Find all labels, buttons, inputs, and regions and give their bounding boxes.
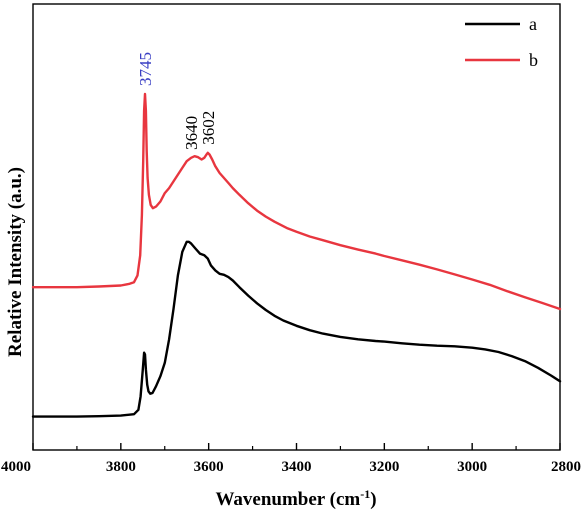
- legend: a b: [465, 14, 538, 70]
- peak-label-3745: 3745: [136, 52, 155, 86]
- plot-frame: [32, 3, 561, 451]
- x-tick-label: 3200: [369, 459, 399, 475]
- x-tick-label: 3000: [457, 459, 487, 475]
- peak-label-3640: 3640: [182, 116, 201, 150]
- x-tick-label: 3800: [106, 459, 136, 475]
- x-axis-title-superscript: -1: [360, 487, 370, 501]
- x-tick-label: 3600: [194, 459, 224, 475]
- series-lines: [31, 92, 562, 418]
- legend-label-b: b: [529, 50, 538, 70]
- legend-label-a: a: [529, 14, 537, 34]
- y-axis-title: Relative Intensity (a.u.): [5, 167, 26, 357]
- x-axis-ticks: 4000 3800 3600 3400 3200 3000 2800: [1, 443, 581, 475]
- x-tick-label: 3400: [282, 459, 312, 475]
- x-axis-title: Wavenumber (cm-1): [215, 487, 376, 510]
- peak-label-3602: 3602: [199, 111, 218, 145]
- series-line-a: [31, 240, 562, 418]
- series-line-b: [31, 92, 562, 311]
- x-tick-label: 4000: [1, 459, 31, 475]
- x-tick-label: 2800: [551, 459, 581, 475]
